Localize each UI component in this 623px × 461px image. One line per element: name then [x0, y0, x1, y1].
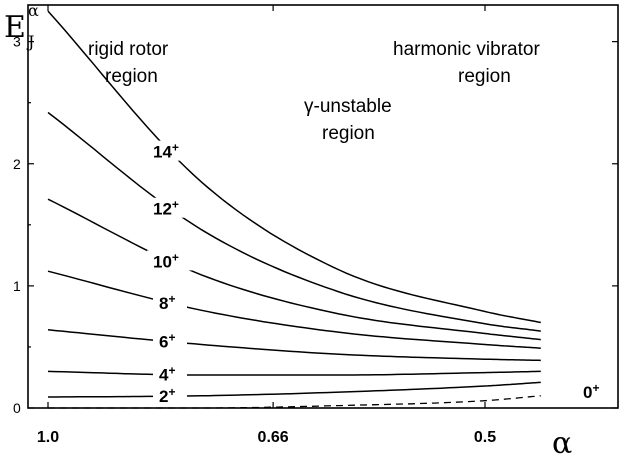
series-label-bg-14 [147, 140, 193, 161]
series-label-bg-2 [153, 385, 187, 406]
series-label-bg-10 [147, 250, 193, 271]
ticks-layer: 0 1 2 3 1.0 0.66 0.5 [13, 5, 618, 446]
y-tick-label-0: 0 [13, 400, 21, 416]
y-tick-label-1: 1 [13, 278, 21, 294]
region-gamma-unstable-line1: γ-unstable [304, 96, 392, 117]
series-line-12-plus [47, 111, 541, 332]
y-axis-title-superscript: α [28, 1, 39, 20]
state-labels-layer: 0+2+4+6+8+10+12+14+ [147, 140, 599, 406]
series-line-4-plus [47, 370, 541, 376]
series-label-0-plus: 0+ [583, 381, 599, 402]
y-axis-title: E [4, 10, 26, 45]
x-axis-title: α [552, 426, 572, 461]
series-line-8-plus [47, 270, 541, 349]
series-line-0-plus [48, 395, 541, 409]
x-tick-label-0.66: 0.66 [258, 429, 289, 446]
x-tick-label-1.0: 1.0 [37, 429, 59, 446]
y-tick-label-2: 2 [13, 156, 21, 172]
series-label-bg-12 [147, 197, 193, 218]
region-harmonic-vibrator-line2: region [458, 66, 511, 87]
plot-frame [27, 4, 619, 409]
series-line-14-plus [47, 10, 541, 324]
region-gamma-unstable-line2: region [322, 123, 375, 144]
series-label-bg-6 [153, 330, 187, 351]
series-line-2-plus [48, 381, 541, 398]
y-axis-title-subscript: J [26, 32, 34, 51]
x-tick-label-0.5: 0.5 [474, 429, 496, 446]
series-line-6-plus [47, 329, 541, 362]
curves-layer [47, 10, 541, 409]
region-rigid-rotor-line1: rigid rotor [88, 39, 169, 60]
y-tick-label-3: 3 [13, 34, 21, 50]
series-line-10-plus [47, 198, 541, 341]
region-rigid-rotor-line2: region [105, 66, 158, 87]
series-label-bg-8 [153, 292, 187, 313]
series-label-bg-4 [153, 363, 187, 384]
region-harmonic-vibrator-line1: harmonic vibrator [393, 39, 540, 60]
